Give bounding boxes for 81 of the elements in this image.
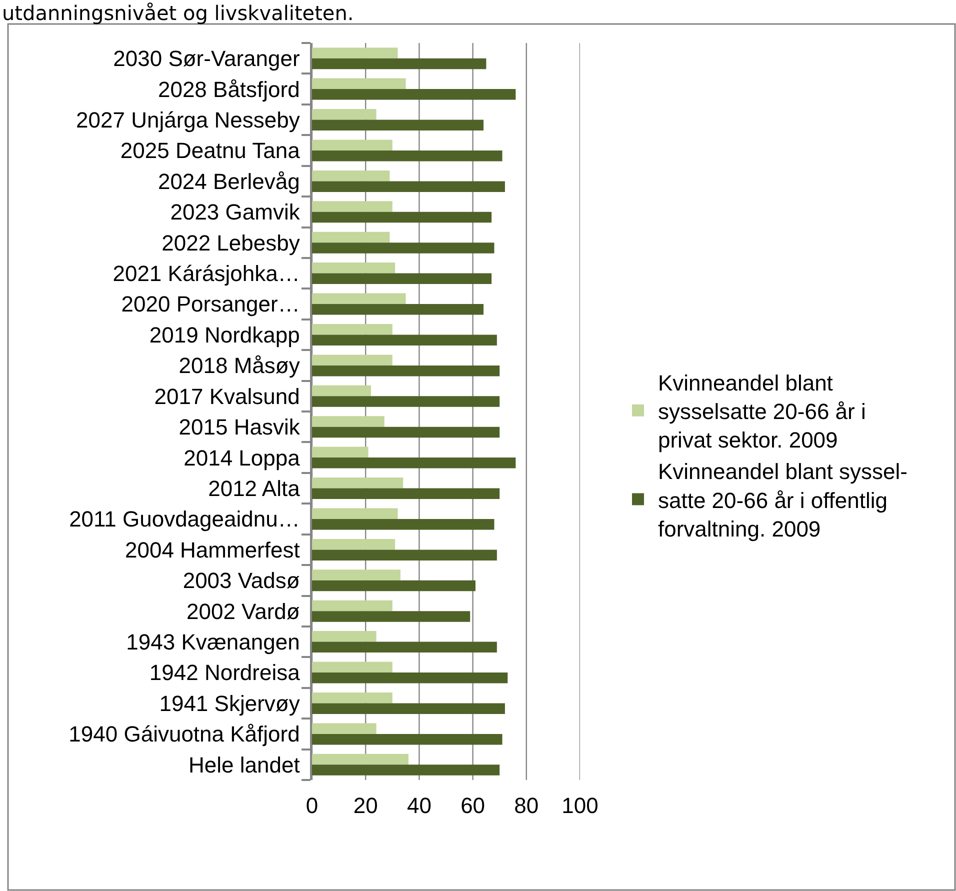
bar xyxy=(312,478,404,488)
bar xyxy=(312,324,392,335)
y-tick-label: 2020 Porsanger… xyxy=(121,292,300,317)
y-tick-label: 1940 Gáivuotna Kåfjord xyxy=(68,722,300,747)
y-tick-label: 2017 Kvalsund xyxy=(154,384,300,409)
y-tick-label: 2023 Gamvik xyxy=(170,200,301,225)
y-tick-label: 2003 Vadsø xyxy=(182,568,300,594)
bar xyxy=(312,446,368,458)
y-tick-label: 2012 Alta xyxy=(208,476,301,501)
bar xyxy=(312,692,392,704)
bar xyxy=(312,262,396,274)
y-tick-label: 1943 Kvænangen xyxy=(126,630,300,655)
bar xyxy=(312,58,486,70)
bar xyxy=(312,416,384,427)
x-tick-label: 60 xyxy=(460,793,486,818)
y-tick-label: 2028 Båtsfjord xyxy=(158,76,300,102)
bar xyxy=(312,672,508,684)
bar xyxy=(312,334,497,346)
bar xyxy=(312,550,497,560)
y-tick-label: 1941 Skjervøy xyxy=(159,690,300,716)
bar xyxy=(312,580,476,592)
legend-label: Kvinneandel blant syssel- satte 20-66 år i offentlig forvaltning. 2009 xyxy=(658,459,908,542)
x-tick-label: 0 xyxy=(306,793,318,818)
y-tick-label: 2002 Vardø xyxy=(186,598,300,624)
bar xyxy=(312,109,376,120)
bar xyxy=(312,642,497,653)
x-tick-label: 40 xyxy=(406,793,432,818)
bar xyxy=(312,396,500,407)
bar xyxy=(312,600,392,612)
bar xyxy=(312,734,502,745)
y-tick-label: 2014 Loppa xyxy=(184,445,301,470)
bar xyxy=(312,354,392,366)
y-tick-label: 2018 Måsøy xyxy=(178,353,300,378)
y-tick-label: 2030 Sør-Varanger xyxy=(113,46,300,72)
bar xyxy=(312,662,392,673)
bar xyxy=(312,242,494,254)
y-tick-label: 2019 Nordkapp xyxy=(149,322,300,348)
bar xyxy=(312,365,500,376)
bar xyxy=(312,78,406,90)
bar xyxy=(312,508,398,519)
bar xyxy=(312,570,400,580)
bar xyxy=(312,426,500,438)
bar xyxy=(312,181,505,192)
text: utdanningsnivået og livskvaliteten. xyxy=(2,1,354,25)
bar xyxy=(312,723,376,734)
x-tick-label: 80 xyxy=(514,793,539,818)
bar xyxy=(312,212,492,223)
y-tick-label: 1942 Nordreisa xyxy=(149,660,301,686)
bar xyxy=(312,611,470,622)
bar xyxy=(312,518,494,530)
y-tick-label: 2004 Hammerfest xyxy=(124,537,300,562)
bar xyxy=(312,488,500,500)
bar xyxy=(312,150,502,162)
bar xyxy=(312,48,398,58)
y-tick-label: 2027 Unjárga Nesseby xyxy=(76,107,300,132)
bar xyxy=(312,293,406,304)
bar xyxy=(312,304,484,315)
bar xyxy=(312,201,392,212)
bar xyxy=(312,89,516,100)
bar xyxy=(312,385,371,396)
x-tick-label: 20 xyxy=(353,793,378,818)
bar xyxy=(312,538,396,550)
bar xyxy=(312,754,408,765)
y-tick-label: 2021 Kárásjohka… xyxy=(112,261,300,286)
bar xyxy=(312,273,492,284)
bar xyxy=(312,170,390,182)
bar xyxy=(312,764,500,776)
bar xyxy=(312,631,376,642)
y-tick-label: 2011 Guovdageaidnu… xyxy=(69,506,300,532)
x-tick-label: 100 xyxy=(562,793,598,818)
y-tick-label: Hele landet xyxy=(188,752,300,778)
legend-label: Kvinneandel blant sysselsatte 20-66 år i privat sektor. 2009 xyxy=(658,370,866,453)
bar xyxy=(312,232,390,243)
bar xyxy=(312,458,516,468)
y-tick-label: 2015 Hasvik xyxy=(178,414,301,440)
y-tick-label: 2025 Deatnu Tana xyxy=(120,138,301,164)
y-tick-label: 2022 Lebesby xyxy=(162,230,300,256)
bar xyxy=(312,120,484,131)
bar xyxy=(312,703,505,714)
bar xyxy=(312,140,392,150)
y-tick-label: 2024 Berlevåg xyxy=(158,168,300,194)
